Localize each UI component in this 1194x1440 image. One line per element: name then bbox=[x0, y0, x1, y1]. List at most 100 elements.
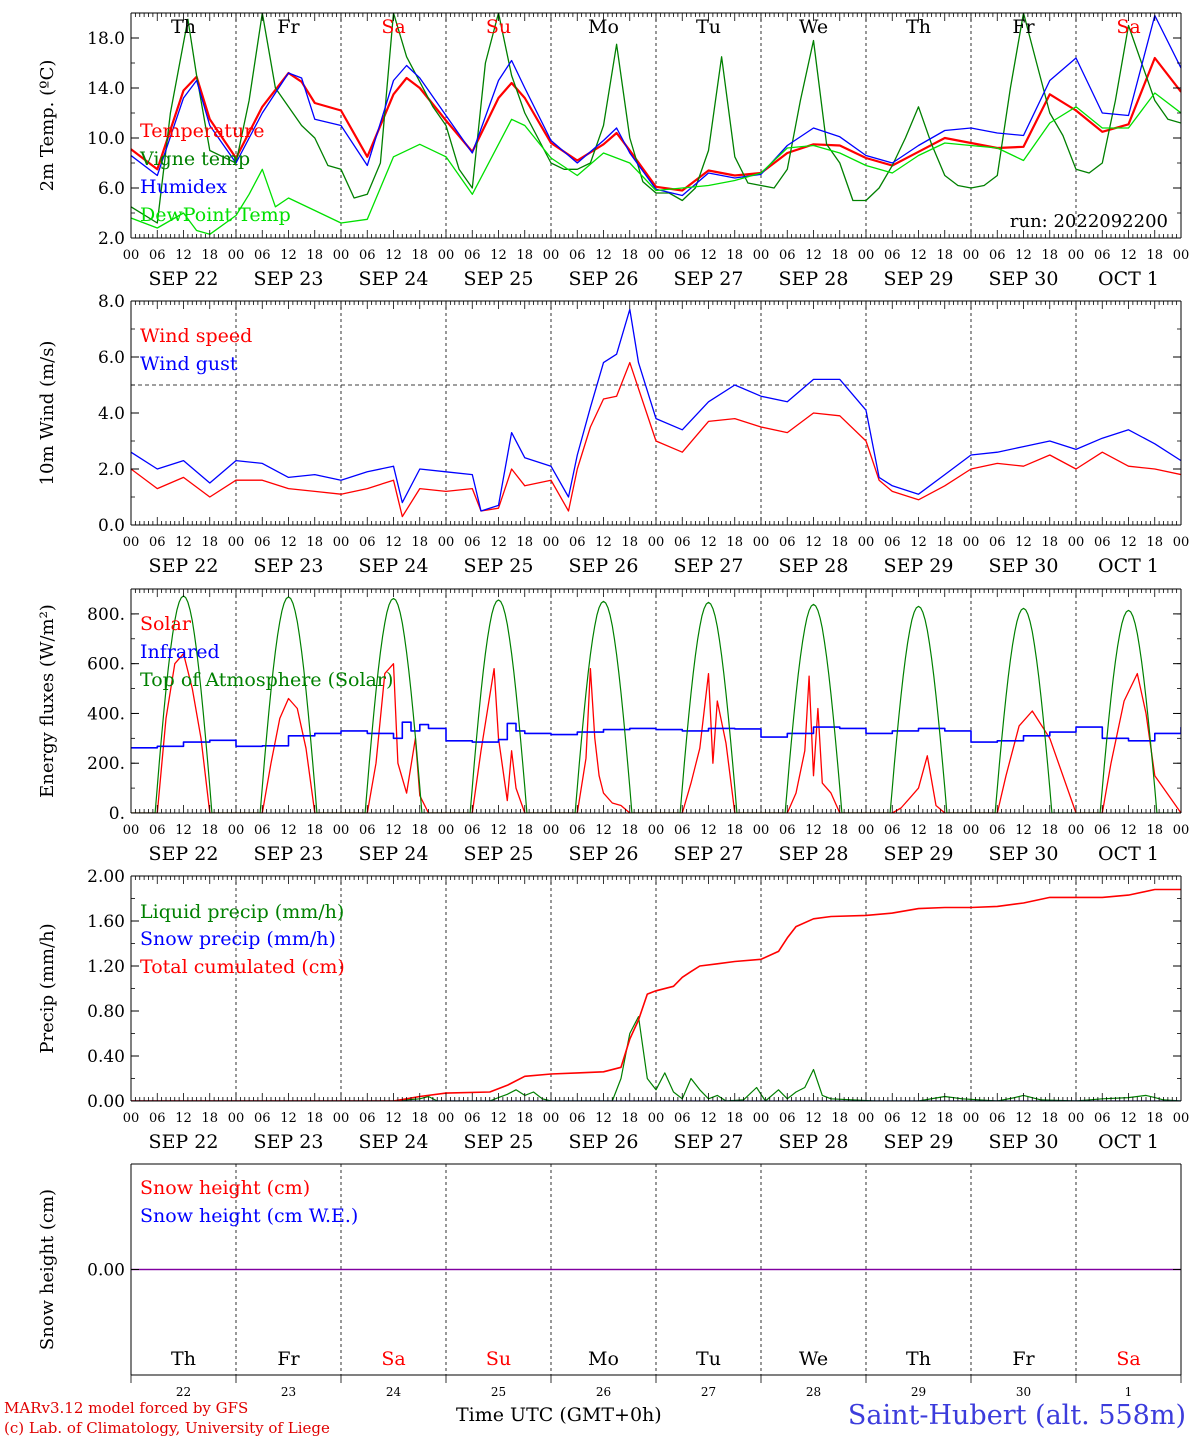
hour-tick-label: 06 bbox=[989, 1111, 1006, 1126]
panel-1: 00 06 12 18 00 06 12 18 00 06 12 18 00 06 12 18 00 06 12 18… bbox=[37, 12, 1190, 290]
hour-tick-label: 12 bbox=[805, 1111, 822, 1126]
date-label: SEP 29 bbox=[884, 1131, 954, 1153]
hour-tick-label: 12 bbox=[595, 535, 612, 550]
legend-entry: Wind gust bbox=[140, 353, 238, 375]
panel-4: 00 06 12 18 00 06 12 18 00 06 12 18 00 06 12 18 00 06 12 18… bbox=[37, 867, 1189, 1153]
hour-tick-label: 06 bbox=[149, 535, 166, 550]
hour-tick-label: 12 bbox=[910, 248, 927, 263]
y-tick-label: 18.0 bbox=[87, 29, 125, 49]
hour-tick-label: 00 bbox=[963, 1111, 980, 1126]
y-axis-title: 10m Wind (m/s) bbox=[37, 341, 58, 486]
hour-tick-label: 00 bbox=[1173, 248, 1190, 263]
legend-entry: Snow height (cm W.E.) bbox=[140, 1205, 358, 1227]
y-tick-label: 4.0 bbox=[98, 404, 125, 424]
series-solar bbox=[131, 653, 1181, 813]
hour-tick-label: 18 bbox=[306, 823, 323, 838]
hour-tick-label: 12 bbox=[385, 535, 402, 550]
day-number-label: 26 bbox=[596, 1385, 611, 1399]
hour-tick-label: 06 bbox=[1094, 248, 1111, 263]
hour-tick-label: 06 bbox=[254, 535, 271, 550]
hour-tick-label: 06 bbox=[359, 1111, 376, 1126]
hour-tick-label: 12 bbox=[805, 248, 822, 263]
hour-tick-label: 12 bbox=[1015, 823, 1032, 838]
hour-tick-label: 18 bbox=[1041, 535, 1058, 550]
hour-tick-label: 00 bbox=[963, 248, 980, 263]
y-tick-label: 800. bbox=[87, 605, 125, 625]
y-tick-label: 1.60 bbox=[87, 912, 125, 932]
hour-tick-label: 00 bbox=[438, 248, 455, 263]
hour-tick-label: 00 bbox=[858, 823, 875, 838]
hour-tick-label: 18 bbox=[726, 1111, 743, 1126]
hour-tick-label: 00 bbox=[1068, 1111, 1085, 1126]
y-tick-label: 0. bbox=[109, 804, 125, 824]
weekday-label: Tu bbox=[696, 16, 721, 38]
date-label: SEP 24 bbox=[359, 268, 429, 290]
hour-tick-label: 00 bbox=[333, 248, 350, 263]
hour-tick-label: 00 bbox=[123, 535, 140, 550]
date-label: SEP 27 bbox=[674, 555, 744, 577]
hour-tick-label: 12 bbox=[175, 823, 192, 838]
hour-tick-label: 00 bbox=[1068, 248, 1085, 263]
hour-tick-label: 18 bbox=[936, 1111, 953, 1126]
hour-tick-label: 06 bbox=[149, 248, 166, 263]
date-label: SEP 22 bbox=[149, 1131, 219, 1153]
hour-tick-label: 00 bbox=[543, 823, 560, 838]
time-axis-title: Time UTC (GMT+0h) bbox=[456, 1404, 662, 1426]
hour-tick-label: 12 bbox=[700, 248, 717, 263]
y-tick-label: 14.0 bbox=[87, 79, 125, 99]
hour-tick-label: 00 bbox=[858, 1111, 875, 1126]
hour-tick-label: 18 bbox=[411, 535, 428, 550]
date-label: SEP 26 bbox=[569, 1131, 639, 1153]
y-tick-label: 2.0 bbox=[98, 460, 125, 480]
hour-tick-label: 12 bbox=[385, 248, 402, 263]
hour-tick-label: 00 bbox=[1068, 823, 1085, 838]
hour-tick-label: 12 bbox=[700, 823, 717, 838]
hour-tick-label: 00 bbox=[543, 1111, 560, 1126]
hour-tick-label: 06 bbox=[464, 535, 481, 550]
legend-entry: Wind speed bbox=[140, 325, 252, 347]
hour-tick-label: 12 bbox=[910, 1111, 927, 1126]
hour-tick-label: 00 bbox=[228, 248, 245, 263]
legend-entry: Solar bbox=[140, 613, 192, 635]
hour-tick-label: 06 bbox=[779, 535, 796, 550]
legend-entry: Vigne temp bbox=[139, 148, 250, 170]
y-axis-title: Energy fluxes (W/m²) bbox=[37, 604, 58, 798]
date-label: SEP 30 bbox=[989, 843, 1059, 865]
hour-tick-label: 06 bbox=[779, 1111, 796, 1126]
hour-tick-label: 18 bbox=[831, 823, 848, 838]
hour-tick-label: 12 bbox=[1015, 248, 1032, 263]
legend-entry: Snow precip (mm/h) bbox=[140, 928, 336, 950]
weekday-label: Th bbox=[906, 16, 931, 38]
date-label: SEP 22 bbox=[149, 555, 219, 577]
date-label: SEP 25 bbox=[464, 843, 534, 865]
panel-3: 00 06 12 18 00 06 12 18 00 06 12 18 00 06 12 18 00 06 12 18… bbox=[37, 588, 1189, 865]
hour-tick-label: 18 bbox=[621, 823, 638, 838]
date-label: OCT 1 bbox=[1098, 843, 1159, 865]
hour-tick-label: 18 bbox=[411, 248, 428, 263]
hour-tick-label: 12 bbox=[1120, 1111, 1137, 1126]
date-label: SEP 28 bbox=[779, 1131, 849, 1153]
hour-tick-label: 18 bbox=[1146, 248, 1163, 263]
hour-tick-label: 00 bbox=[438, 1111, 455, 1126]
plot-area bbox=[131, 13, 1181, 235]
hour-tick-label: 06 bbox=[149, 1111, 166, 1126]
day-number-label: 27 bbox=[701, 1385, 716, 1399]
hour-tick-label: 18 bbox=[201, 248, 218, 263]
hour-tick-label: 00 bbox=[648, 823, 665, 838]
hour-tick-label: 00 bbox=[438, 535, 455, 550]
hour-tick-label: 00 bbox=[753, 823, 770, 838]
legend-entry: Top of Atmosphere (Solar) bbox=[140, 669, 393, 691]
hour-tick-label: 18 bbox=[201, 535, 218, 550]
date-label: SEP 22 bbox=[149, 268, 219, 290]
hour-tick-label: 00 bbox=[1068, 535, 1085, 550]
hour-tick-label: 12 bbox=[490, 248, 507, 263]
date-label: OCT 1 bbox=[1098, 1131, 1159, 1153]
series-infrared bbox=[131, 721, 1181, 749]
model-credit: MARv3.12 model forced by GFS bbox=[4, 1399, 249, 1417]
y-axis-title: Precip (mm/h) bbox=[37, 923, 58, 1053]
date-label: SEP 26 bbox=[569, 555, 639, 577]
hour-tick-label: 06 bbox=[884, 248, 901, 263]
legend-entry: DewPoint Temp bbox=[140, 204, 291, 226]
hour-tick-label: 00 bbox=[228, 535, 245, 550]
date-label: SEP 23 bbox=[254, 555, 324, 577]
